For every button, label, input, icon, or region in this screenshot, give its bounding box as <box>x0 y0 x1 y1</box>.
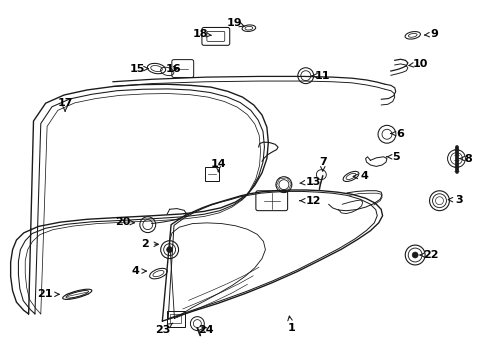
Circle shape <box>412 252 418 258</box>
Text: 4: 4 <box>132 266 146 276</box>
Text: 23: 23 <box>155 323 173 335</box>
Text: 14: 14 <box>210 159 226 172</box>
Text: 17: 17 <box>57 98 73 111</box>
Text: 11: 11 <box>312 71 331 81</box>
Text: 5: 5 <box>386 152 399 162</box>
Text: 20: 20 <box>115 217 134 227</box>
Text: 21: 21 <box>37 289 59 299</box>
Text: 12: 12 <box>300 196 321 206</box>
Text: 22: 22 <box>420 250 439 260</box>
Text: 24: 24 <box>198 325 214 335</box>
Text: 8: 8 <box>459 154 472 163</box>
Text: 18: 18 <box>193 29 211 39</box>
Text: 15: 15 <box>129 64 148 73</box>
Text: 10: 10 <box>409 59 428 69</box>
Text: 4: 4 <box>353 171 368 181</box>
Text: 2: 2 <box>142 239 158 249</box>
Text: 9: 9 <box>425 29 439 39</box>
Text: 6: 6 <box>391 129 405 139</box>
Text: 1: 1 <box>287 316 295 333</box>
Text: 7: 7 <box>319 157 327 171</box>
Text: 3: 3 <box>448 195 463 204</box>
Circle shape <box>167 247 172 253</box>
Text: 13: 13 <box>300 177 321 187</box>
Text: 16: 16 <box>165 64 181 73</box>
Text: 19: 19 <box>226 18 245 28</box>
